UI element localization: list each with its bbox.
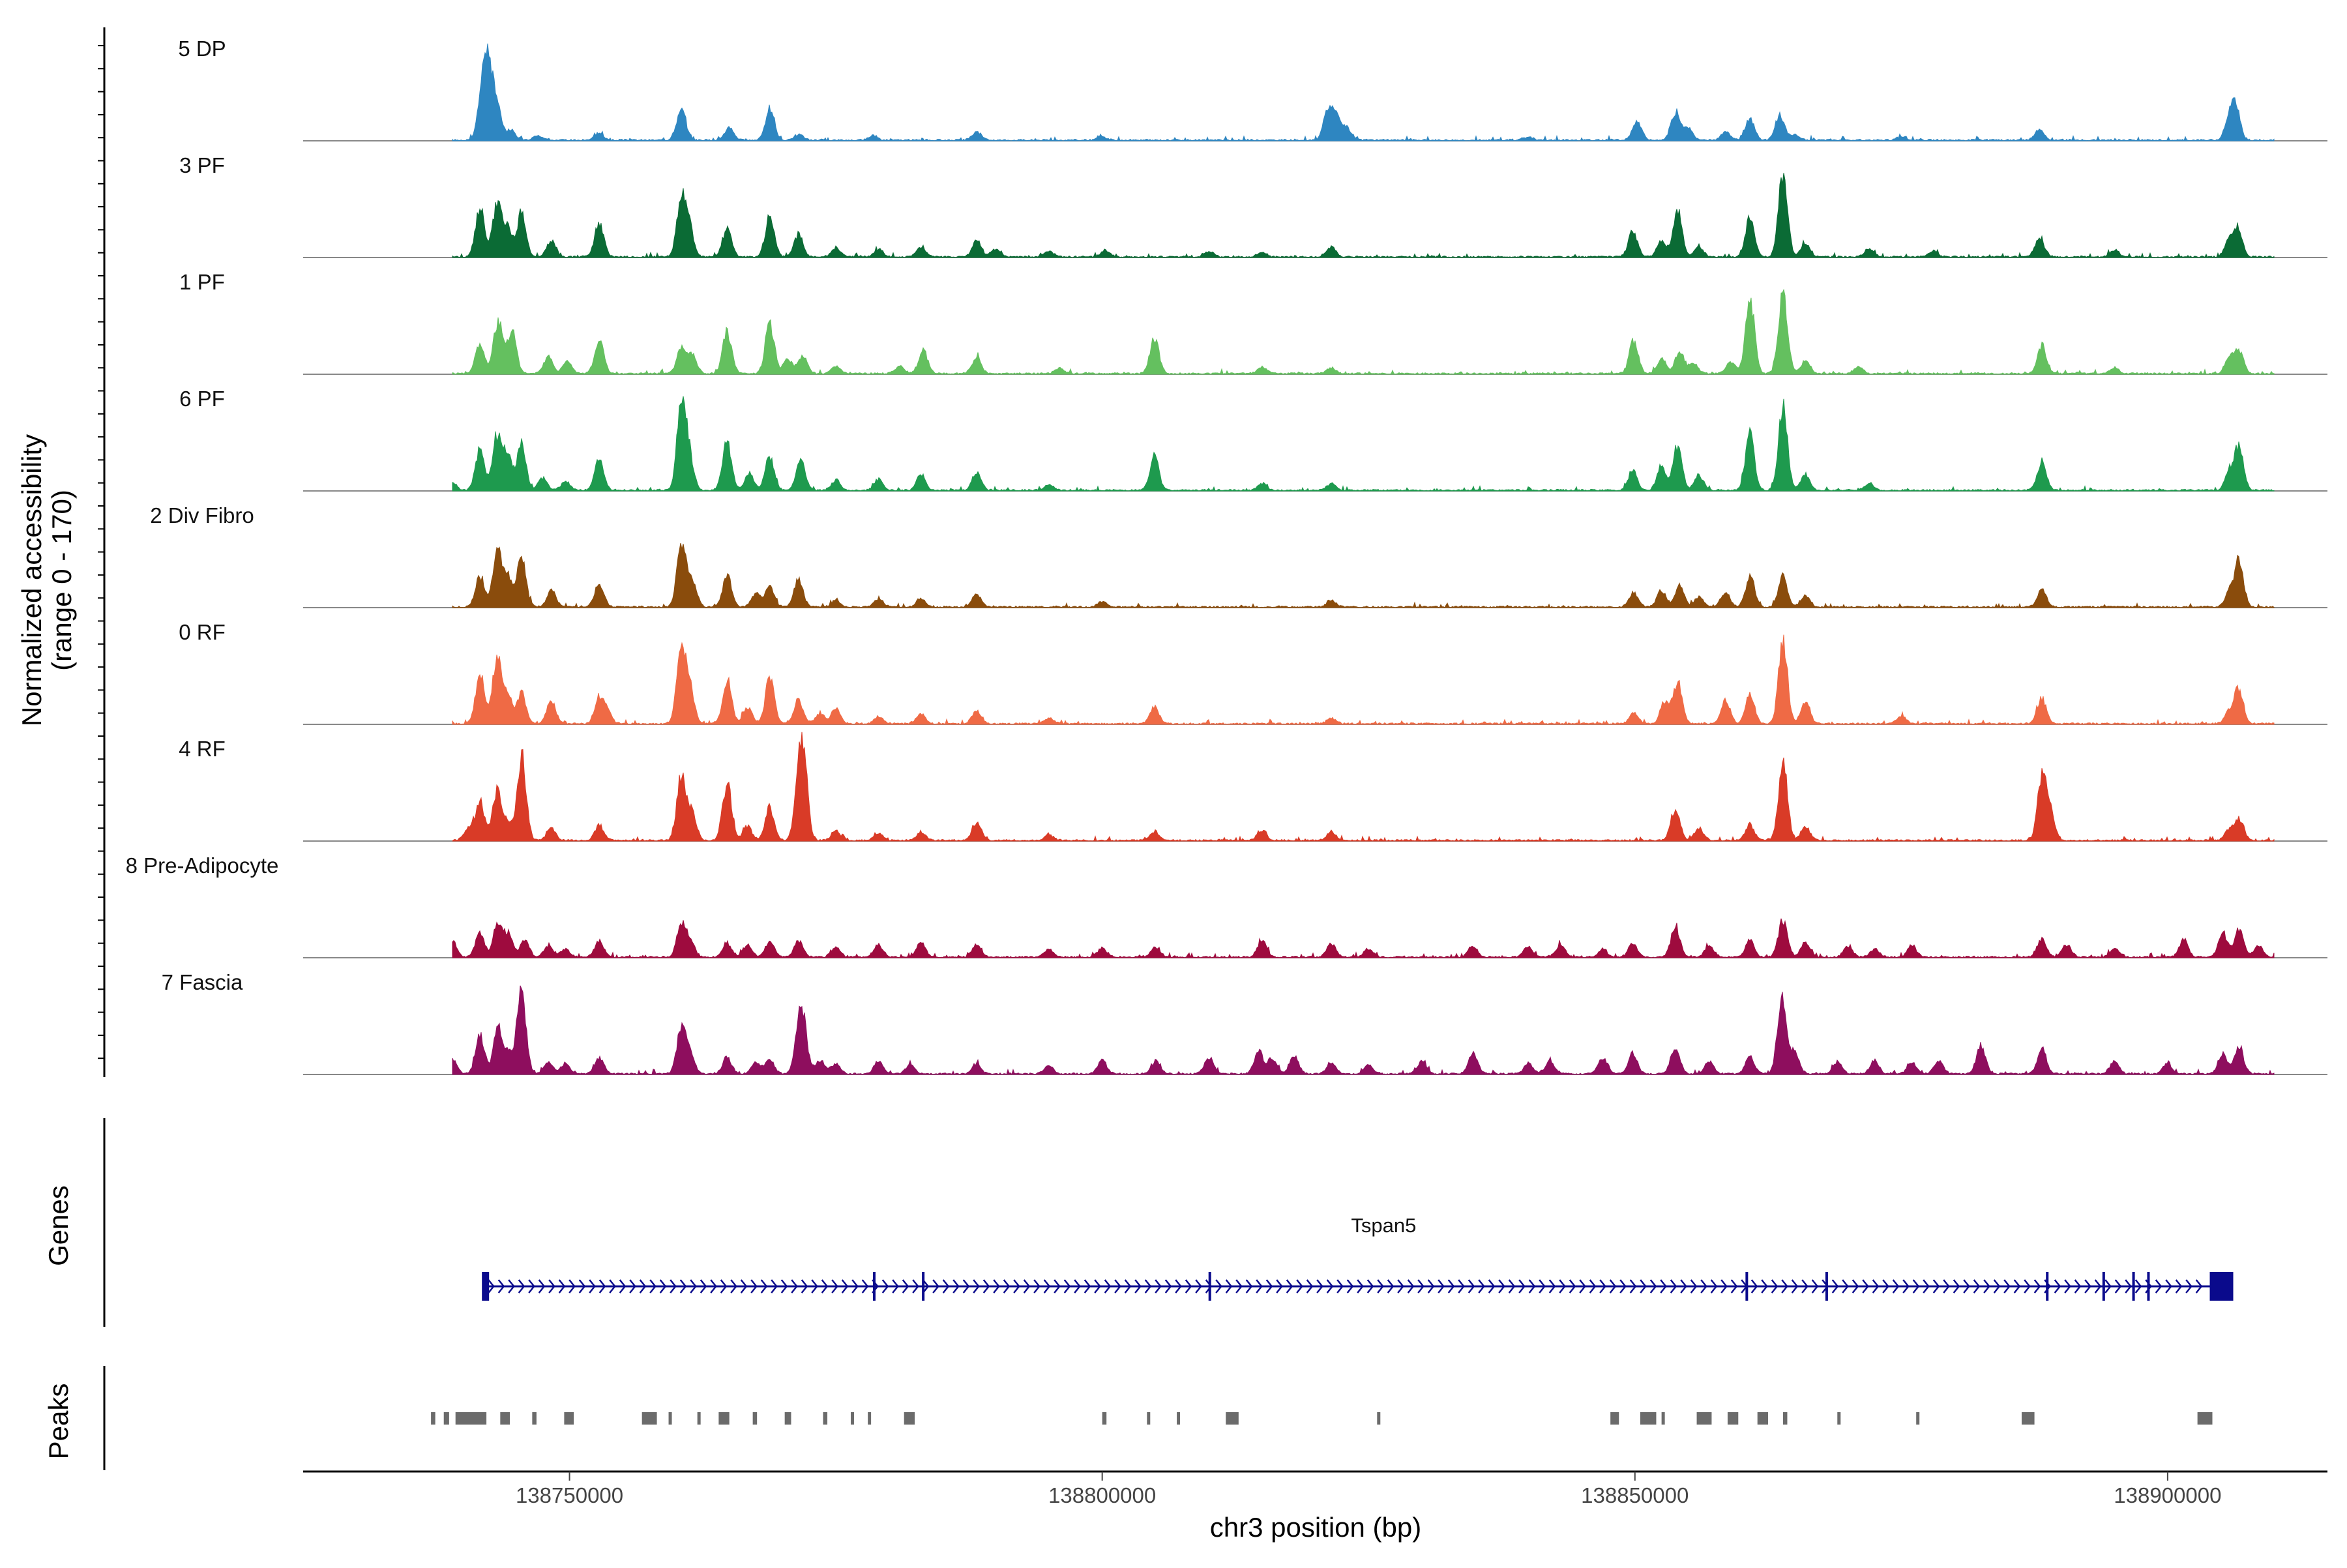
peak-region bbox=[1916, 1412, 1920, 1425]
x-tick-label: 138750000 bbox=[516, 1483, 623, 1507]
peak-region bbox=[2197, 1412, 2213, 1425]
peak-region bbox=[784, 1412, 791, 1425]
peak-region bbox=[850, 1412, 854, 1425]
peak-region bbox=[431, 1412, 435, 1425]
peak-region bbox=[443, 1412, 449, 1425]
x-tick-label: 138850000 bbox=[1581, 1483, 1689, 1507]
exon-mark bbox=[1745, 1272, 1749, 1301]
strand-chevrons bbox=[488, 1279, 2203, 1294]
coverage-track-5 bbox=[452, 542, 2275, 608]
terminal-exon bbox=[2209, 1272, 2234, 1301]
peak-region bbox=[642, 1412, 657, 1425]
peak-region bbox=[1727, 1412, 1739, 1425]
y-axis-title-line2: (range 0 - 170) bbox=[46, 490, 77, 671]
peak-region bbox=[500, 1412, 510, 1425]
track-label: 5 DP bbox=[178, 37, 226, 61]
track-label: 3 PF bbox=[179, 153, 225, 177]
peaks-axis-title: Peaks bbox=[43, 1383, 74, 1460]
coverage-track-8 bbox=[452, 918, 2275, 958]
coverage-track-2 bbox=[452, 173, 2275, 258]
track-label: 2 Div Fibro bbox=[150, 503, 254, 527]
track-label: 7 Fascia bbox=[162, 970, 243, 994]
peak-region bbox=[668, 1412, 672, 1425]
peak-region bbox=[1837, 1412, 1841, 1425]
x-tick-label: 138900000 bbox=[2114, 1483, 2221, 1507]
track-label: 6 PF bbox=[179, 387, 225, 411]
peak-region bbox=[904, 1412, 915, 1425]
peak-region bbox=[1377, 1412, 1381, 1425]
peak-region bbox=[1696, 1412, 1712, 1425]
coverage-track-9 bbox=[452, 985, 2275, 1075]
track-label: 1 PF bbox=[179, 270, 225, 294]
x-axis-title: chr3 position (bp) bbox=[1209, 1512, 1422, 1543]
track-label: 4 RF bbox=[179, 737, 226, 761]
exon-mark bbox=[2147, 1272, 2150, 1301]
first-exon bbox=[482, 1272, 490, 1301]
coverage-track-7 bbox=[452, 732, 2275, 842]
peak-region bbox=[1661, 1412, 1665, 1425]
genes-axis-title: Genes bbox=[43, 1185, 74, 1266]
x-axis: 138750000 138800000 138850000 138900000 bbox=[303, 1470, 2327, 1507]
exon-mark bbox=[872, 1272, 876, 1301]
exon-mark bbox=[2132, 1272, 2135, 1301]
peak-region bbox=[532, 1412, 537, 1425]
peak-region bbox=[2021, 1412, 2035, 1425]
peak-region bbox=[823, 1412, 828, 1425]
peak-region bbox=[1147, 1412, 1151, 1425]
peak-region bbox=[1177, 1412, 1181, 1425]
peak-region bbox=[697, 1412, 701, 1425]
coverage-track-6 bbox=[452, 634, 2275, 725]
exon-mark bbox=[2046, 1272, 2049, 1301]
peak-track bbox=[103, 1366, 2213, 1470]
gene-track: Tspan5 bbox=[103, 1118, 2234, 1327]
x-tick-label: 138800000 bbox=[1048, 1483, 1156, 1507]
exon-mark bbox=[1825, 1272, 1828, 1301]
peak-region bbox=[455, 1412, 487, 1425]
peak-region bbox=[718, 1412, 730, 1425]
coverage-track-3 bbox=[452, 288, 2275, 375]
peak-region bbox=[1102, 1412, 1107, 1425]
gene-label: Tspan5 bbox=[1351, 1214, 1416, 1237]
exon-mark bbox=[2102, 1272, 2105, 1301]
coverage-track-4 bbox=[452, 396, 2275, 492]
coverage-tracks: 5 DP 3 PF 1 PF 6 PF 2 Div Fibro 0 RF 4 RF 8 Pre… bbox=[126, 37, 2327, 1075]
peak-region bbox=[1226, 1412, 1239, 1425]
accessibility-left-axis bbox=[98, 27, 106, 1077]
peak-region bbox=[1757, 1412, 1769, 1425]
peak-region bbox=[564, 1412, 574, 1425]
y-axis-title-line1: Normalized accessibility bbox=[16, 434, 47, 727]
peak-region bbox=[868, 1412, 872, 1425]
exon-mark bbox=[922, 1272, 925, 1301]
track-label: 8 Pre-Adipocyte bbox=[126, 853, 279, 878]
peak-region bbox=[1610, 1412, 1619, 1425]
peak-region bbox=[1640, 1412, 1657, 1425]
peak-region bbox=[752, 1412, 758, 1425]
coverage-track-1 bbox=[452, 43, 2275, 141]
exon-mark bbox=[1208, 1272, 1211, 1301]
track-label: 0 RF bbox=[179, 620, 226, 644]
peak-region bbox=[1782, 1412, 1788, 1425]
